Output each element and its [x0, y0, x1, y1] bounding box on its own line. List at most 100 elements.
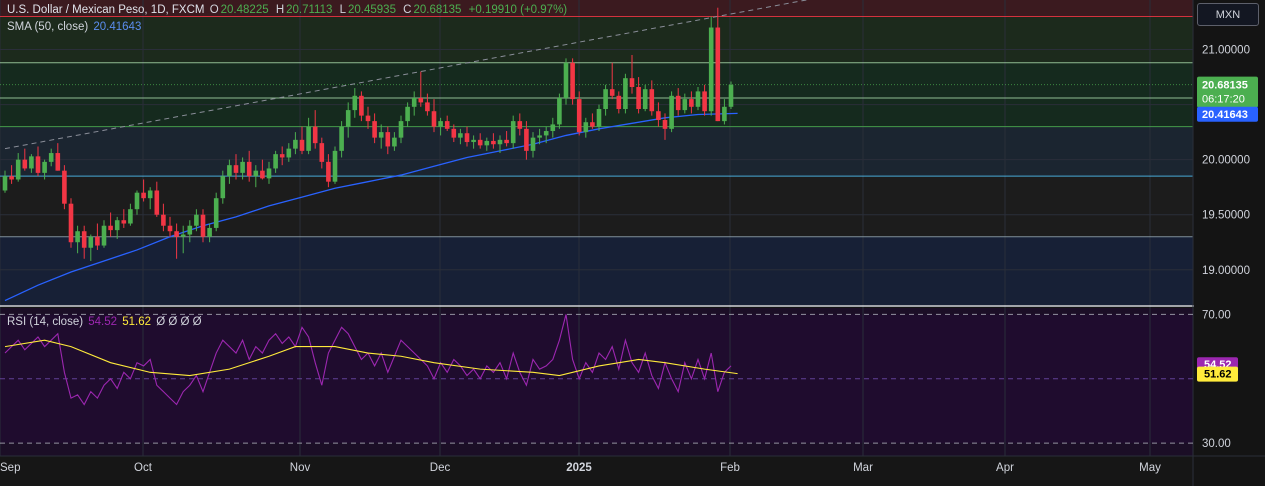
- candle-body: [405, 106, 410, 122]
- candle-body: [9, 176, 14, 180]
- candle-body: [114, 220, 120, 231]
- time-axis-label: Nov: [290, 462, 311, 474]
- bar-countdown-label: 06:17:20: [1202, 94, 1245, 106]
- candle-body: [68, 203, 74, 243]
- candle-body: [451, 128, 457, 138]
- rsi-legend[interactable]: RSI (14, close) 54.52 51.62 Ø Ø Ø Ø: [7, 316, 204, 328]
- candle-body: [240, 161, 245, 173]
- candle-body: [695, 91, 701, 107]
- price-tick-label: 21.00000: [1202, 45, 1250, 57]
- candle-body: [662, 120, 668, 129]
- candle-body: [669, 95, 674, 129]
- candle-body: [319, 143, 325, 162]
- candle-body: [207, 227, 212, 237]
- candle-body: [398, 121, 404, 138]
- sma-legend[interactable]: SMA (50, close) 20.41643: [7, 21, 143, 33]
- last-price-badge: [1197, 76, 1258, 108]
- candle-body: [48, 153, 54, 162]
- price-tick-label: 19.50000: [1202, 210, 1250, 222]
- candle-body: [161, 214, 166, 226]
- candle-body: [101, 225, 107, 246]
- currency-button[interactable]: MXN: [1197, 3, 1259, 26]
- candle-body: [504, 139, 509, 144]
- sma-axis-label: 20.41643: [1202, 109, 1248, 121]
- candle-body: [55, 153, 61, 171]
- candle-body: [603, 89, 608, 110]
- candle-body: [359, 95, 364, 116]
- candle-body: [530, 137, 536, 151]
- candle-body: [557, 97, 562, 125]
- candle-body: [444, 121, 450, 129]
- price-zone: [0, 16, 1193, 63]
- candle-body: [187, 225, 193, 235]
- candle-body: [590, 122, 595, 127]
- candle-body: [728, 84, 734, 107]
- candle-body: [306, 126, 311, 151]
- price-zone: [0, 236, 1193, 305]
- symbol-legend: U.S. Dollar / Mexican Peso, 1D, FXCM O 20…: [7, 4, 569, 16]
- candle-body: [596, 109, 602, 127]
- candle-body: [147, 190, 153, 199]
- candle-body: [464, 133, 470, 143]
- rsi-value: 54.52: [88, 316, 118, 328]
- candle-body: [312, 126, 318, 144]
- ohlc-high: H 20.71113: [275, 4, 333, 16]
- candle-body: [438, 121, 443, 127]
- candle-body: [378, 132, 384, 138]
- candle-body: [88, 236, 94, 248]
- candle-body: [385, 132, 391, 147]
- sma-value: 20.41643: [93, 21, 142, 33]
- last-price-label: 20.68135: [1202, 80, 1248, 92]
- candle-body: [563, 62, 569, 98]
- sma-label: SMA (50, close): [7, 21, 89, 33]
- ohlc-close: C 20.68135: [403, 4, 462, 16]
- candle-body: [649, 89, 655, 112]
- candle-body: [491, 140, 496, 145]
- time-axis-label: 2025: [566, 462, 592, 474]
- candle-body: [29, 156, 34, 169]
- candle-body: [392, 137, 397, 147]
- time-axis-label: Mar: [853, 462, 873, 474]
- candle-body: [629, 78, 635, 87]
- candle-body: [623, 78, 628, 110]
- sma-line: [4, 112, 738, 302]
- candle-body: [42, 161, 47, 173]
- candle-body: [411, 97, 417, 107]
- candle-body: [167, 225, 173, 232]
- price-change: +0.19910 (+0.97%): [468, 4, 568, 16]
- candle-body: [708, 27, 714, 112]
- candle-body: [636, 86, 641, 110]
- time-axis-label: May: [1139, 462, 1161, 474]
- candle-body: [425, 102, 430, 112]
- candle-body: [200, 214, 206, 237]
- candle-body: [609, 89, 615, 96]
- symbol-title[interactable]: U.S. Dollar / Mexican Peso, 1D, FXCM: [7, 4, 205, 16]
- candle-body: [273, 154, 278, 169]
- rsi-ma-line: [4, 339, 738, 377]
- rsi-tick-label: 70.00: [1202, 309, 1231, 321]
- candle-body: [332, 150, 338, 182]
- candle-body: [128, 209, 133, 224]
- candle-body: [675, 95, 681, 111]
- ohlc-open: O 20.48225: [209, 4, 269, 16]
- candle-body: [95, 236, 100, 246]
- candle-body: [616, 95, 622, 110]
- candle-body: [233, 165, 239, 173]
- candle-body: [260, 170, 265, 179]
- candle-body: [365, 115, 371, 122]
- candle-body: [134, 192, 140, 210]
- candle-body: [81, 231, 87, 248]
- price-zone: [0, 62, 1193, 127]
- candle-body: [471, 139, 476, 143]
- candle-body: [715, 27, 721, 122]
- candle-body: [497, 139, 503, 145]
- candle-body: [293, 139, 298, 149]
- rsi-ma-axis-label: 51.62: [1204, 369, 1232, 381]
- candle-body: [477, 139, 483, 146]
- candle-body: [246, 161, 252, 177]
- rsi-ma-badge: [1197, 366, 1238, 382]
- candle-body: [345, 110, 351, 127]
- candle-body: [75, 231, 80, 243]
- candle-body: [227, 165, 232, 177]
